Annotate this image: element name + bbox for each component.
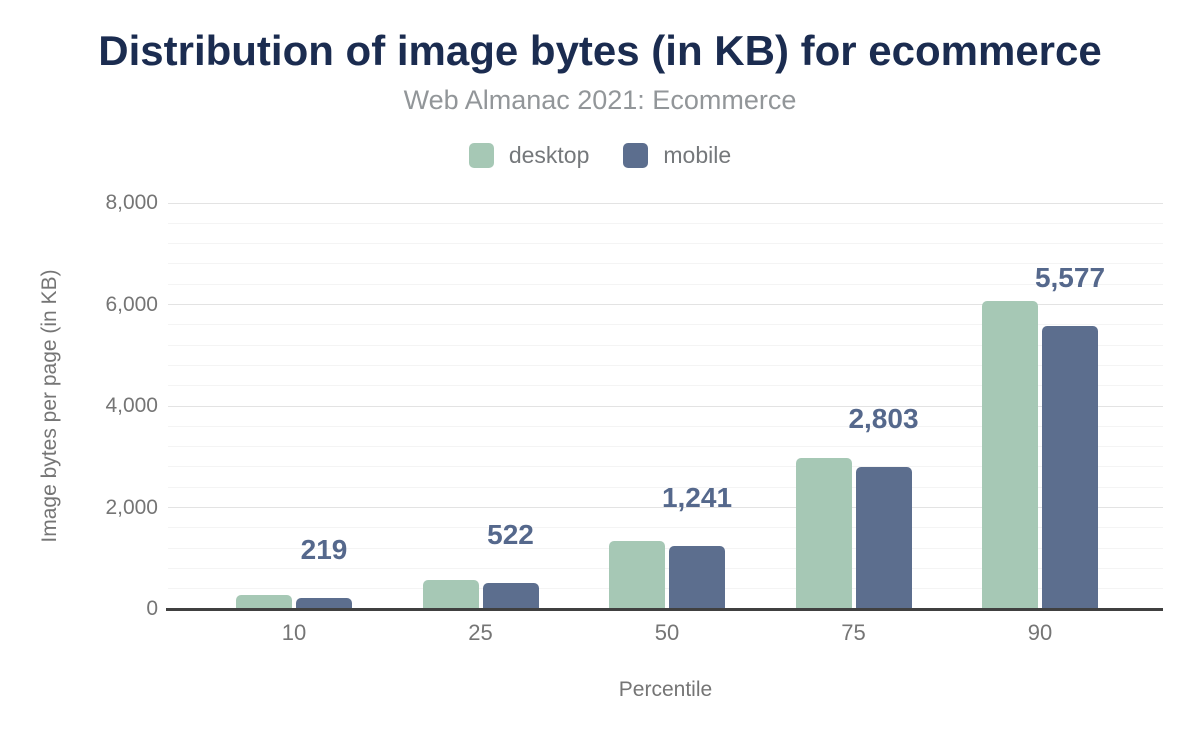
y-tick-label: 8,000 [105,191,158,214]
data-label: 2,803 [848,402,919,434]
y-tick-label: 2,000 [105,495,158,519]
x-tick-label: 10 [281,620,307,645]
major-gridline [168,405,1163,407]
bar-desktop-p25 [422,580,479,609]
y-tick-label: 4,000 [105,394,158,417]
minor-gridline [168,283,1163,285]
data-label: 522 [487,518,534,550]
y-tick-label: 0 [146,597,158,620]
minor-gridline [168,466,1163,468]
minor-gridline [168,385,1163,387]
bar-desktop-p10 [236,595,292,609]
bar-desktop-p90 [982,300,1038,609]
minor-gridline [168,547,1163,549]
bar-desktop-p50 [609,541,665,609]
bar-mobile-p25 [482,582,539,609]
data-label: 1,241 [661,482,733,514]
data-label: 219 [300,533,348,565]
x-tick-label: 50 [654,620,680,645]
x-tick-label: 75 [841,620,866,645]
major-gridline [168,507,1163,508]
minor-gridline [168,364,1163,366]
bar-mobile-p75 [855,466,912,609]
minor-gridline [168,567,1163,569]
legend-swatch-desktop [468,142,494,168]
minor-gridline [168,344,1163,346]
y-tick-label: 6,000 [105,292,158,316]
legend-label-mobile: mobile [663,141,732,168]
minor-gridline [168,222,1163,224]
minor-gridline [168,263,1163,265]
x-axis-title: Percentile [618,678,713,701]
legend: desktop mobile [0,141,1200,169]
x-tick-label: 25 [468,620,493,645]
minor-gridline [168,588,1163,590]
bar-mobile-p50 [669,546,725,609]
minor-gridline [168,425,1163,427]
chart-title: Distribution of image bytes (in KB) for … [98,27,1102,74]
minor-gridline [168,527,1163,529]
legend-item-desktop: desktop [468,141,590,168]
bar-mobile-p90 [1042,325,1098,609]
major-gridline [168,202,1163,204]
bar-mobile-p10 [296,597,352,609]
x-axis-line [166,608,1163,611]
chart-subtitle: Web Almanac 2021: Ecommerce [403,85,797,115]
legend-swatch-mobile [623,142,649,168]
legend-label-desktop: desktop [508,141,590,168]
minor-gridline [168,243,1163,245]
major-gridline [168,304,1163,305]
legend-item-mobile: mobile [623,141,732,168]
minor-gridline [168,446,1163,448]
data-label: 5,577 [1034,261,1106,293]
x-tick-label: 90 [1027,620,1053,645]
minor-gridline [168,324,1163,326]
minor-gridline [168,486,1163,488]
bar-desktop-p75 [795,458,852,609]
